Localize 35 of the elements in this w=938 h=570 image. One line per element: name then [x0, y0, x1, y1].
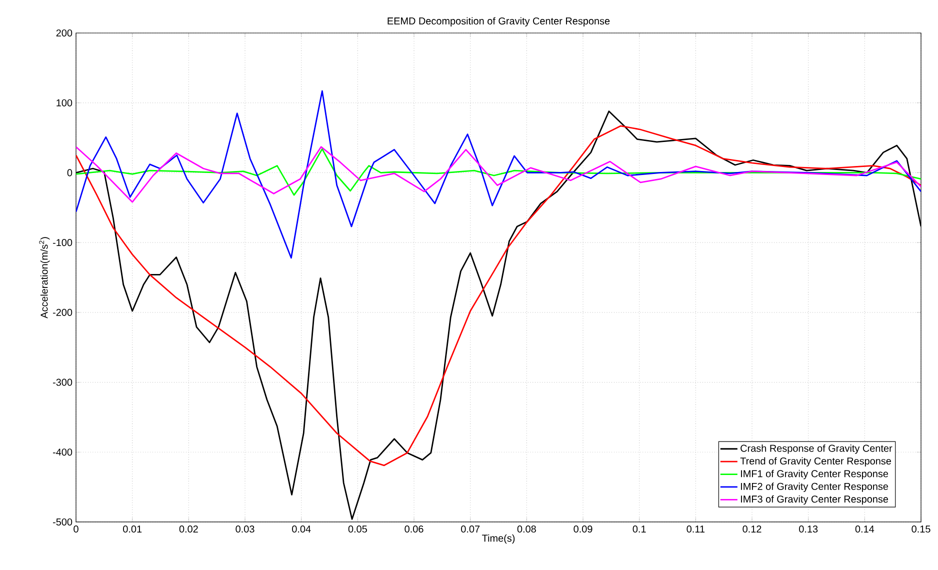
- x-tick-label: 0.13: [799, 526, 818, 533]
- legend-label: IMF2 of Gravity Center Response: [741, 482, 888, 492]
- x-tick-label: 0: [74, 526, 78, 533]
- y-tick-label: 200: [56, 29, 72, 37]
- x-tick-label: 0.02: [179, 526, 198, 533]
- x-tick-label: 0.09: [574, 526, 592, 533]
- y-tick-label: 0: [67, 169, 72, 176]
- x-tick-label: 0.15: [912, 526, 930, 533]
- line-series: [76, 90, 922, 259]
- x-tick-label: 0.05: [348, 526, 367, 533]
- y-tick-label: -300: [52, 378, 72, 386]
- y-tick-label: -200: [52, 308, 72, 316]
- x-tick-label: 0.08: [517, 526, 536, 533]
- y-axis-title: Acceleration(m/s$^{2}$): [39, 237, 50, 318]
- x-tick-label: 0.06: [404, 526, 424, 533]
- legend-label: Crash Response of Gravity Center: [740, 444, 892, 454]
- legend-label: IMF3 of Gravity Center Response: [741, 495, 888, 505]
- line-series: [76, 125, 922, 466]
- legend-label: IMF1 of Gravity Center Response: [741, 470, 888, 480]
- x-tick-label: 0.14: [855, 526, 874, 533]
- x-tick-label: 0.1: [632, 526, 646, 533]
- y-tick-label: -400: [52, 448, 72, 456]
- chart-title: EEMD Decomposition of Gravity Center Response: [388, 17, 610, 26]
- y-tick-label: -500: [52, 518, 72, 526]
- x-tick-label: 0.01: [123, 526, 142, 533]
- x-tick-label: 0.03: [236, 526, 254, 533]
- legend-label: Trend of Gravity Center Response: [740, 457, 891, 466]
- x-tick-label: 0.11: [686, 526, 705, 533]
- y-tick-label: -100: [52, 239, 72, 246]
- line-series: [76, 146, 922, 203]
- x-axis-title: Time(s): [482, 534, 515, 544]
- x-tick-label: 0.04: [292, 526, 311, 533]
- y-tick-label: 100: [56, 99, 72, 106]
- x-tick-label: 0.07: [461, 526, 480, 533]
- x-tick-label: 0.12: [742, 526, 762, 533]
